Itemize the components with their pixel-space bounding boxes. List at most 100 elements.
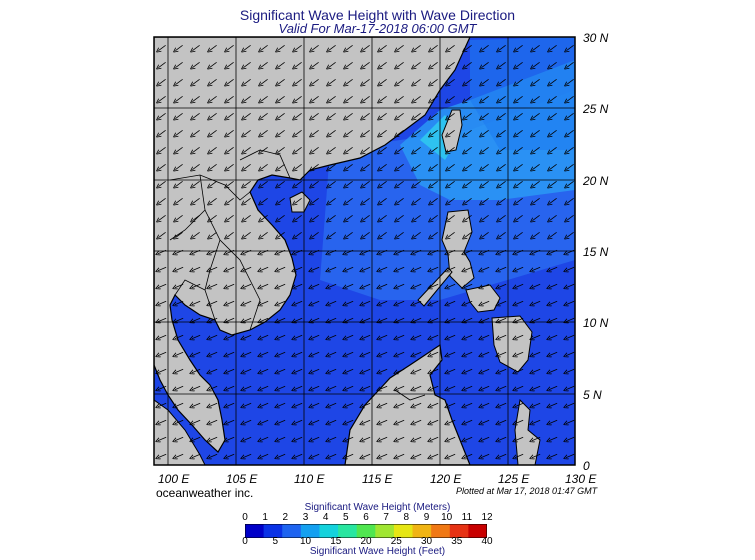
wave-direction-arrow [481,44,489,50]
wave-direction-arrow [464,112,472,118]
wave-direction-arrow [192,334,201,338]
wave-direction-arrow [345,385,354,389]
wave-direction-arrow [396,402,405,406]
wave-direction-arrow [226,368,235,372]
wave-direction-arrow [515,453,524,457]
wave-direction-arrow [549,351,558,355]
wave-direction-arrow [260,436,269,440]
wave-direction-arrow [515,351,524,355]
wave-direction-arrow [294,78,302,84]
wave-direction-arrow [192,351,201,355]
wave-direction-arrow [192,163,200,169]
wave-direction-arrow [549,283,558,287]
wave-direction-arrow [175,334,184,338]
colorbar-swatch [449,524,469,538]
wave-direction-arrow [328,180,336,186]
wave-direction-arrow [379,197,387,203]
colorbar-swatch [263,524,283,538]
sulawesi-island [514,398,541,465]
wave-direction-arrow [447,453,456,457]
wave-direction-arrow [260,78,268,84]
wave-direction-arrow [328,385,337,389]
palawan-island [417,267,453,307]
wave-direction-arrow [158,231,166,237]
wave-direction-arrow [294,402,303,406]
wave-direction-arrow [498,385,507,389]
wave-direction-arrow [447,283,456,287]
wave-direction-arrow [430,44,438,50]
colorbar-feet-tick: 35 [451,536,463,547]
wave-direction-arrow [379,283,388,287]
wave-direction-arrow [413,197,421,203]
wave-direction-arrow [447,419,456,423]
wave-direction-arrow [362,351,371,355]
wave-direction-arrow [481,95,489,101]
wave-direction-arrow [277,61,285,67]
wave-direction-arrow [362,385,371,389]
wave-direction-arrow [192,129,200,135]
wave-direction-arrow [243,402,252,406]
borneo-island [344,343,471,465]
wave-direction-arrow [464,419,473,423]
wave-direction-arrow [447,317,456,321]
wave-direction-arrow [515,334,524,338]
wave-direction-arrow [345,129,353,135]
wave-direction-arrow [311,385,320,389]
wave-direction-arrow [498,402,507,406]
wave-direction-arrow [243,214,251,220]
wave-direction-arrow [277,300,286,304]
wave-direction-arrow [396,351,405,355]
wave-direction-arrow [549,385,558,389]
wave-direction-arrow [481,453,490,457]
wave-direction-arrow [209,231,217,237]
wave-direction-arrow [209,44,217,50]
wave-direction-arrow [498,180,506,186]
wave-direction-arrow [260,385,269,389]
wave-direction-arrow [396,283,405,287]
wave-direction-arrow [158,317,167,321]
wave-direction-arrow [158,78,166,84]
wave-direction-arrow [362,283,371,287]
wave-direction-arrow [362,266,371,270]
wave-direction-arrow [209,317,218,321]
wave-direction-arrow [260,231,268,237]
wave-direction-arrow [294,61,302,67]
wave-direction-arrow [481,78,489,84]
wave-direction-arrow [413,385,422,389]
wave-direction-arrow [311,266,320,270]
wave-direction-arrow [277,163,285,169]
wave-direction-arrow [226,180,234,186]
wave-direction-arrow [260,419,269,423]
wave-direction-arrow [311,436,320,440]
wave-direction-arrow [311,368,320,372]
wave-direction-arrow [532,78,540,84]
wave-direction-arrow [481,351,490,355]
wave-direction-arrow [260,129,268,135]
company-credit: oceanweather inc. [156,486,254,500]
wave-direction-arrow [430,351,439,355]
wave-direction-arrow [379,146,387,152]
wave-direction-arrow [209,180,217,186]
wave-direction-arrow [311,351,320,355]
colorbar-meter-tick: 7 [383,512,389,523]
wave-direction-arrow [362,44,370,50]
wave-direction-arrow [566,129,574,135]
wave-direction-arrow [413,453,422,457]
map-frame [153,36,576,466]
wave-direction-arrow [175,180,183,186]
wave-direction-arrow [277,402,286,406]
colorbar-meter-tick: 2 [282,512,289,523]
wave-direction-arrow [243,129,251,135]
wave-direction-arrow [515,44,523,50]
wave-direction-arrow [464,283,473,287]
lon-label-115e: 115 E [362,472,393,486]
wave-direction-arrow [481,368,490,372]
wave-direction-arrow [515,146,523,152]
wave-direction-arrow [532,146,540,152]
wave-direction-arrow [345,266,354,270]
wave-direction-arrow [345,78,353,84]
wave-direction-arrow [515,180,523,186]
wave-direction-arrow [447,368,456,372]
wave-direction-arrow [226,453,235,457]
wave-direction-arrow [175,351,184,355]
